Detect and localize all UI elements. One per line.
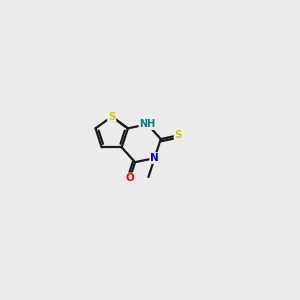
Text: NH: NH (139, 119, 155, 129)
Text: S: S (108, 112, 116, 122)
Text: O: O (125, 173, 134, 183)
Text: S: S (175, 130, 182, 140)
Text: N: N (150, 153, 159, 163)
